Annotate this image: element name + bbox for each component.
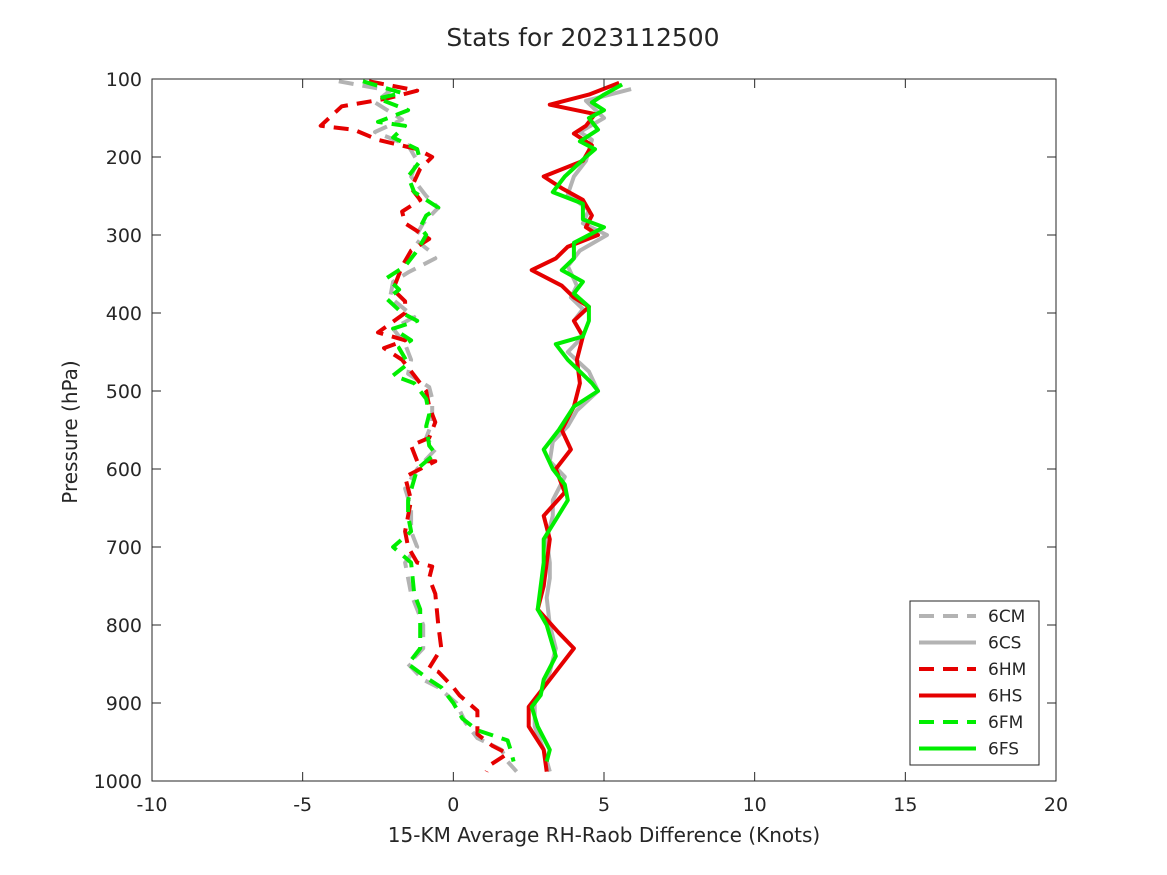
y-tick-label: 700 xyxy=(106,537,142,559)
x-tick-label: -10 xyxy=(136,794,167,816)
x-tick-label: -5 xyxy=(293,794,312,816)
y-tick-label: 600 xyxy=(106,459,142,481)
x-tick-label: 0 xyxy=(447,794,459,816)
series-line-6cs xyxy=(532,87,632,773)
series-line-6fm xyxy=(362,79,516,762)
chart-title: Stats for 2023112500 xyxy=(446,23,719,52)
x-tick-label: 10 xyxy=(743,794,767,816)
y-tick-label: 500 xyxy=(106,381,142,403)
x-tick-label: 20 xyxy=(1044,794,1068,816)
legend-label-6fm: 6FM xyxy=(988,713,1023,733)
x-tick-label: 15 xyxy=(893,794,917,816)
series-layer xyxy=(318,79,632,773)
legend-label-6fs: 6FS xyxy=(988,740,1019,760)
y-axis-label: Pressure (hPa) xyxy=(58,360,82,503)
series-line-6fs xyxy=(529,82,624,763)
y-tick-label: 900 xyxy=(106,693,142,715)
series-line-6hs xyxy=(526,81,620,772)
y-tick-label: 1000 xyxy=(94,771,142,793)
y-tick-label: 100 xyxy=(106,69,142,91)
x-tick-label: 5 xyxy=(598,794,610,816)
legend: 6CM 6CS 6HM 6HS 6FM 6FS xyxy=(909,600,1040,766)
legend-label-6cs: 6CS xyxy=(988,634,1021,654)
x-axis-label: 15-KM Average RH-Raob Difference (Knots) xyxy=(388,823,820,847)
y-tick-label: 200 xyxy=(106,147,142,169)
legend-box xyxy=(909,600,1040,766)
y-tick-label: 300 xyxy=(106,225,142,247)
axis-layer: -10 -5 0 5 10 15 20 100 200 300 400 500 600 700 800 900… xyxy=(94,69,1068,816)
legend-label-6hm: 6HM xyxy=(988,660,1026,680)
legend-label-6hs: 6HS xyxy=(988,687,1022,707)
y-tick-label: 400 xyxy=(106,303,142,325)
legend-label-6cm: 6CM xyxy=(988,607,1025,627)
y-tick-label: 800 xyxy=(106,615,142,637)
